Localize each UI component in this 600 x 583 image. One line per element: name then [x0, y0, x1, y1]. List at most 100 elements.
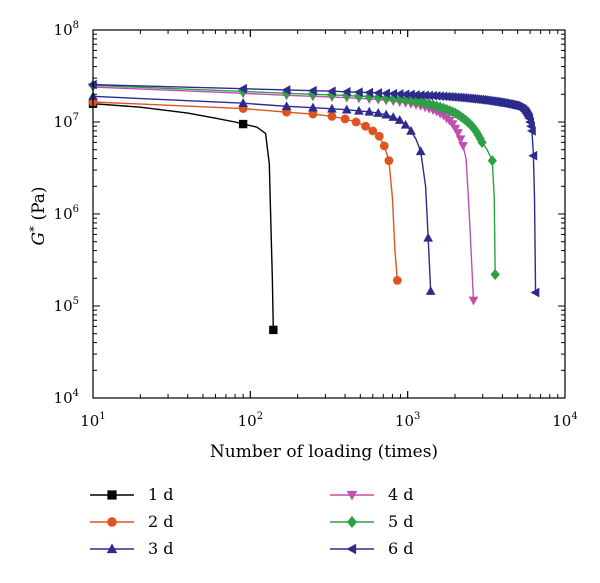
data-point [364, 106, 375, 116]
ticks [92, 29, 566, 399]
legend-label: 1 d [148, 485, 174, 504]
legend-label: 6 d [388, 539, 414, 558]
legend-label: 2 d [148, 512, 174, 531]
data-point [351, 117, 361, 127]
y-tick-label: 108 [54, 20, 79, 39]
data-point [353, 87, 363, 97]
data-point [530, 287, 540, 298]
data-point [308, 102, 318, 112]
y-tick-label: 106 [54, 204, 79, 223]
legend-item: 3 d [90, 539, 174, 558]
legend-marker [107, 517, 117, 527]
data-point [425, 286, 436, 295]
legend-item: 1 d [90, 485, 174, 504]
data-point [281, 101, 292, 111]
legend-item: 4 d [330, 485, 414, 504]
y-axis-label: G* (Pa) [27, 186, 49, 245]
data-point [368, 126, 378, 136]
data-point [364, 87, 374, 98]
data-point [471, 126, 481, 138]
data-point [420, 90, 429, 101]
data-point [373, 91, 383, 103]
data-point [526, 126, 536, 136]
x-axis-label: Number of loading (times) [210, 442, 438, 462]
data-point [415, 146, 426, 156]
data-point [307, 85, 317, 96]
series-line [92, 95, 432, 292]
data-point [394, 89, 404, 99]
data-point [392, 275, 402, 285]
data-point [326, 86, 336, 97]
series-6 [87, 79, 540, 298]
series-line [92, 84, 496, 275]
data-point [406, 125, 416, 135]
data-point [238, 98, 248, 108]
legend-marker [346, 516, 358, 528]
data-point [238, 83, 247, 94]
series-4 [88, 83, 479, 306]
data-point [450, 124, 461, 134]
data-point [238, 119, 248, 129]
data-point [373, 108, 384, 117]
data-point [327, 112, 337, 121]
data-point [423, 232, 434, 242]
legend-item: 6 d [330, 539, 414, 558]
legend-marker [107, 490, 117, 500]
data-point [341, 86, 351, 97]
data-point [415, 90, 425, 100]
data-point [528, 150, 538, 161]
data-point [400, 89, 410, 100]
legend-label: 3 d [148, 539, 174, 558]
data-point [373, 88, 383, 98]
data-point [388, 112, 399, 121]
data-point [455, 135, 466, 145]
x-tick-label: 101 [80, 411, 105, 430]
axes: 101 102 103 104 104 105 106 107 108 Number of loa… [27, 20, 578, 462]
data-point [490, 269, 500, 280]
data-point [281, 85, 291, 95]
x-tick-label: 104 [552, 411, 577, 430]
plot-area [87, 79, 540, 335]
data-point [405, 89, 415, 100]
data-point [384, 156, 394, 166]
data-point [453, 129, 463, 139]
x-tick-label: 103 [395, 411, 420, 430]
data-point [364, 91, 374, 103]
data-point [487, 155, 497, 167]
data-point [477, 136, 487, 148]
data-point [395, 93, 405, 105]
data-point [381, 88, 390, 99]
series-line [92, 86, 475, 301]
data-point [416, 96, 426, 108]
data-point [340, 114, 350, 124]
legend-item: 5 d [330, 512, 414, 531]
y-tick-label: 105 [54, 296, 79, 315]
data-point [394, 115, 405, 124]
data-point [341, 104, 352, 114]
y-tick-label: 107 [54, 112, 79, 131]
data-point [458, 142, 468, 151]
series-line [92, 103, 275, 330]
legend-label: 4 d [388, 485, 414, 504]
data-point [406, 95, 416, 107]
series-line [92, 101, 399, 281]
data-point [379, 141, 389, 151]
data-point [361, 121, 370, 131]
data-point [308, 109, 318, 119]
data-point [87, 79, 97, 90]
data-point [400, 119, 411, 129]
data-point [269, 325, 278, 335]
legend-marker [106, 543, 118, 554]
data-point [374, 131, 384, 141]
data-point [381, 92, 391, 104]
series-3 [88, 91, 436, 295]
data-point [388, 88, 398, 99]
data-point [327, 103, 337, 113]
data-point [410, 90, 420, 100]
data-point [354, 105, 364, 115]
data-point [468, 296, 479, 306]
legend-label: 5 d [388, 512, 414, 531]
data-point [381, 109, 391, 119]
